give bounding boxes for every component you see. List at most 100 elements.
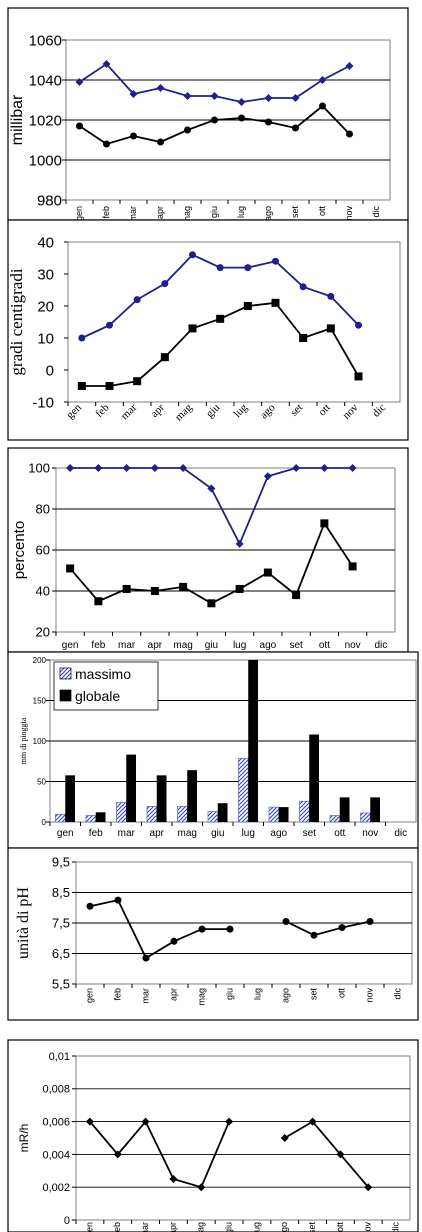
data-point (76, 122, 83, 130)
data-point (299, 334, 308, 342)
bar-globale (95, 812, 106, 822)
data-point (122, 584, 131, 593)
data-point (366, 917, 374, 925)
data-point (184, 126, 191, 134)
bar-massimo (299, 800, 310, 823)
x-tick-label: set (290, 206, 300, 219)
y-tick-label: 0 (64, 1215, 70, 1227)
y-tick-label: 100 (28, 461, 50, 476)
x-tick-label: apr (168, 988, 178, 1001)
bar-globale (339, 797, 350, 822)
data-point (308, 1117, 317, 1126)
bar-globale (156, 775, 167, 822)
data-point (299, 283, 307, 291)
data-point (102, 60, 111, 68)
y-tick-label: 40 (36, 584, 50, 599)
data-point (210, 92, 219, 100)
x-tick-label: nov (344, 206, 354, 221)
data-point (157, 138, 164, 146)
data-point (237, 98, 246, 106)
y-tick-label: 200 (33, 656, 47, 665)
y-tick-label: 30 (37, 266, 54, 283)
x-tick-label: giu (224, 988, 234, 1000)
data-point (263, 472, 272, 481)
data-point (188, 324, 197, 333)
data-point (179, 464, 188, 472)
data-point (66, 464, 75, 472)
data-point (272, 257, 279, 265)
data-point (243, 302, 252, 310)
x-tick-label: dic (392, 988, 402, 1000)
x-tick-label: apr (155, 206, 165, 219)
x-tick-label: dic (394, 828, 407, 839)
bar-globale (248, 660, 259, 822)
y-tick-label: 1060 (29, 32, 62, 49)
x-tick-label: mar (140, 1222, 150, 1232)
x-tick-label: feb (101, 206, 111, 219)
x-tick-label: apr (148, 640, 163, 651)
data-point (169, 1175, 178, 1183)
data-point (226, 925, 234, 933)
x-tick-label: mag (178, 828, 197, 839)
x-tick-label: mar (118, 828, 136, 839)
data-point (106, 321, 113, 329)
y-tick-label: 0,002 (42, 1182, 70, 1194)
data-point (113, 1150, 122, 1159)
data-point (211, 116, 218, 124)
x-tick-label: nov (363, 1222, 373, 1232)
y-tick-label: 80 (36, 502, 50, 517)
x-tick-label: set (307, 1222, 317, 1232)
data-point (150, 587, 159, 595)
data-point (78, 334, 86, 342)
chart-5: 5,5 6,5 7,5 8,5 9,5 unità di pH gen feb mar apr ma… (7, 847, 419, 1021)
x-tick-label: mag (196, 1222, 206, 1232)
data-point (264, 94, 273, 102)
x-tick-label: feb (89, 828, 103, 839)
y-tick-label: 9,5 (52, 855, 70, 870)
data-point (235, 539, 244, 548)
y-tick-label: 0 (46, 362, 54, 379)
data-point (355, 321, 362, 329)
x-tick-label: gen (84, 988, 94, 1003)
y-tick-label: 0,004 (42, 1149, 70, 1161)
bar-globale (187, 770, 198, 822)
data-point (292, 464, 301, 472)
legend-swatch (59, 667, 72, 680)
bar-globale (309, 734, 320, 822)
y-axis-label: unità di pH (15, 887, 32, 959)
x-tick-label: ott (335, 1222, 345, 1232)
y-axis-label: percento (11, 521, 28, 579)
x-tick-label: giu (209, 206, 219, 218)
x-tick-label: ott (317, 206, 327, 217)
data-point (75, 78, 84, 86)
series-line (285, 920, 371, 937)
x-tick-label: dic (374, 640, 387, 651)
series-line (89, 899, 230, 960)
x-tick-label: giu (223, 1222, 233, 1232)
data-point (150, 464, 159, 472)
y-axis-label: gradi centigradi (7, 268, 26, 375)
x-tick-label: ago (260, 640, 277, 651)
y-tick-label: 6,5 (52, 946, 70, 961)
data-point (318, 76, 327, 84)
data-point (130, 132, 137, 140)
y-axis-label: mm di pioggia (19, 717, 28, 764)
data-point (345, 62, 354, 70)
chart-1: 980 1000 1020 1040 1060 millibar gen feb mar apr m… (7, 7, 409, 224)
data-point (94, 597, 103, 606)
bar-massimo (146, 806, 158, 823)
x-tick-label: mar (128, 206, 138, 222)
data-point (77, 382, 86, 390)
y-tick-label: 0,008 (42, 1084, 70, 1096)
bar-globale (126, 754, 137, 822)
y-tick-label: 60 (36, 543, 50, 558)
bar-massimo (85, 815, 97, 823)
data-point (156, 84, 165, 92)
x-tick-label: apr (168, 1222, 178, 1232)
x-tick-label: lug (236, 206, 246, 218)
y-tick-label: -10 (32, 394, 54, 411)
x-tick-label: set (308, 988, 318, 1001)
data-point (238, 114, 245, 122)
y-tick-label: 0,01 (49, 1051, 70, 1063)
